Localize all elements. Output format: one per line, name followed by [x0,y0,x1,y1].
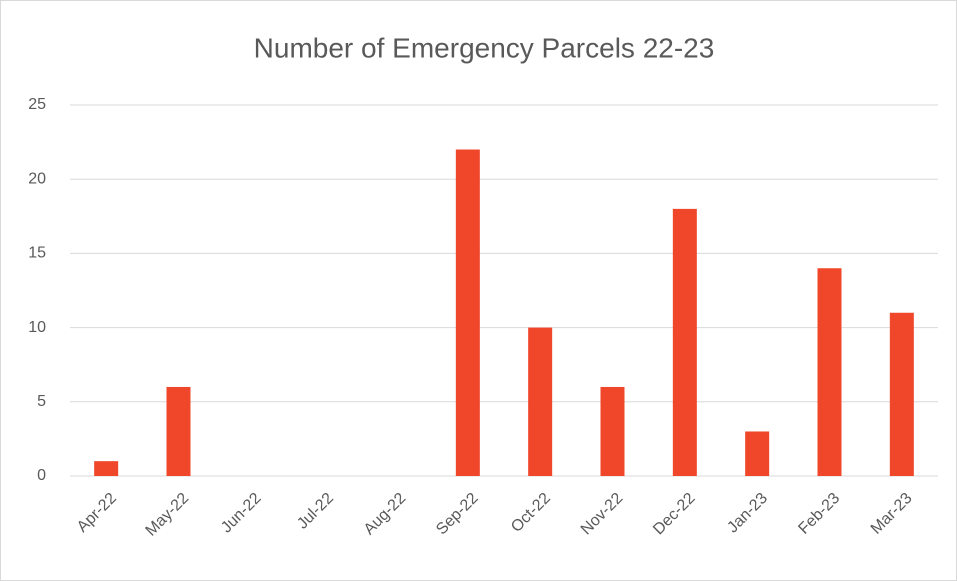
bar [528,327,553,476]
y-tick-label: 25 [28,96,46,113]
bar [600,386,625,476]
bar [817,268,842,476]
y-tick-label: 15 [28,245,46,262]
bar [166,386,191,476]
y-tick-label: 10 [28,319,46,336]
y-tick-label: 5 [37,393,46,410]
bar [889,312,914,476]
bar [94,461,119,476]
bar [455,149,480,476]
y-tick-label: 20 [28,170,46,187]
chart-title: Number of Emergency Parcels 22-23 [254,32,715,63]
y-tick-label: 0 [37,467,46,484]
bar [745,431,770,476]
bar [672,208,697,476]
